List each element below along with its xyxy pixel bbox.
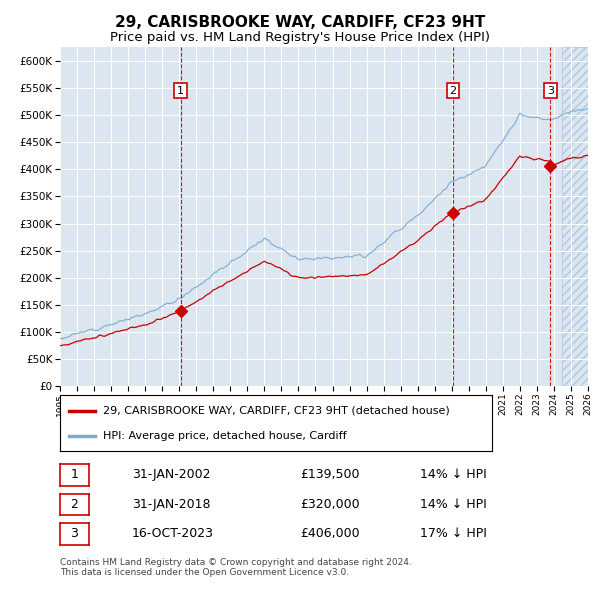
Text: £406,000: £406,000: [300, 527, 359, 540]
Text: 2: 2: [449, 86, 457, 96]
Text: 31-JAN-2018: 31-JAN-2018: [132, 498, 211, 511]
Text: 2: 2: [70, 498, 79, 511]
Text: Price paid vs. HM Land Registry's House Price Index (HPI): Price paid vs. HM Land Registry's House …: [110, 31, 490, 44]
Text: 31-JAN-2002: 31-JAN-2002: [132, 468, 211, 481]
Text: 16-OCT-2023: 16-OCT-2023: [132, 527, 214, 540]
Text: 1: 1: [177, 86, 184, 96]
Text: 14% ↓ HPI: 14% ↓ HPI: [420, 468, 487, 481]
Text: HPI: Average price, detached house, Cardiff: HPI: Average price, detached house, Card…: [103, 431, 347, 441]
Text: £320,000: £320,000: [300, 498, 359, 511]
Text: 17% ↓ HPI: 17% ↓ HPI: [420, 527, 487, 540]
Text: 3: 3: [70, 527, 79, 540]
Text: 29, CARISBROOKE WAY, CARDIFF, CF23 9HT: 29, CARISBROOKE WAY, CARDIFF, CF23 9HT: [115, 15, 485, 30]
Text: 14% ↓ HPI: 14% ↓ HPI: [420, 498, 487, 511]
Text: £139,500: £139,500: [300, 468, 359, 481]
Text: 1: 1: [70, 468, 79, 481]
Text: 3: 3: [547, 86, 554, 96]
Text: 29, CARISBROOKE WAY, CARDIFF, CF23 9HT (detached house): 29, CARISBROOKE WAY, CARDIFF, CF23 9HT (…: [103, 406, 450, 416]
Text: Contains HM Land Registry data © Crown copyright and database right 2024.
This d: Contains HM Land Registry data © Crown c…: [60, 558, 412, 577]
